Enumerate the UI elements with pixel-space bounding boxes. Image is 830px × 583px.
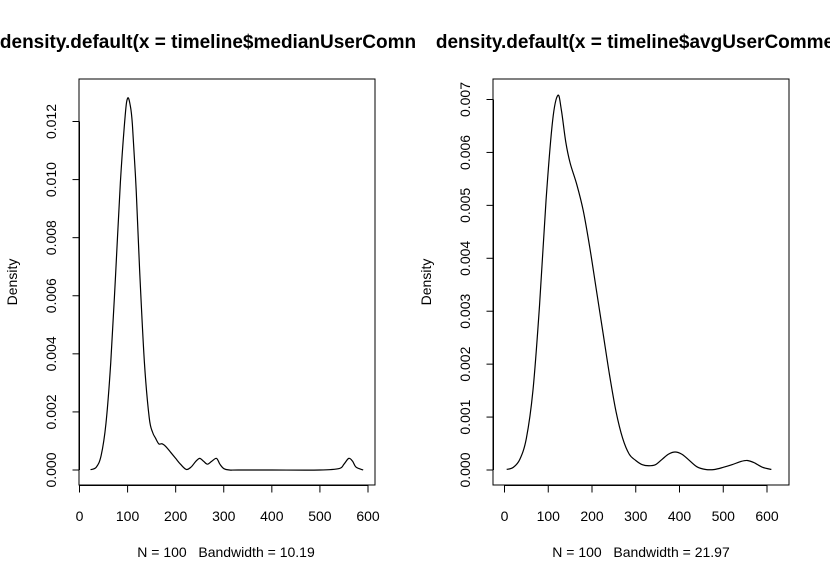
left-y-tick-label: 0.012 [43,104,59,139]
left-x-axis: 0 100 200 300 400 500 600 [76,485,380,524]
right-y-tick-label: 0.000 [457,452,473,487]
left-x-tick-label: 0 [76,508,84,524]
right-y-tick-label: 0.006 [457,135,473,170]
right-y-tick-label: 0.001 [457,399,473,434]
right-x-tick-label: 400 [668,508,692,524]
left-density-line [90,97,364,471]
right-y-tick-label: 0.005 [457,188,473,223]
right-x-axis-label: N = 100 Bandwidth = 21.97 [552,544,730,560]
left-y-tick-label: 0.006 [43,278,59,313]
left-y-tick-label: 0.004 [43,336,59,371]
left-y-axis-label: Density [4,259,20,306]
right-y-axis: 0.000 0.001 0.002 0.003 0.004 0.005 0.006 0.007 [457,82,494,488]
right-plot-box [492,78,790,486]
left-y-tick-label: 0.008 [43,220,59,255]
right-density-panel: density.default(x = timeline$avgUserComm… [418,32,830,560]
left-series [90,97,364,471]
left-y-tick-label: 0.000 [43,452,59,487]
right-y-tick-label: 0.007 [457,82,473,117]
left-x-tick-label: 500 [308,508,332,524]
left-x-tick-label: 400 [260,508,284,524]
left-y-axis: 0.000 0.002 0.004 0.006 0.008 0.010 0.012 [43,104,80,488]
right-x-tick-label: 300 [624,508,648,524]
right-x-tick-label: 0 [501,508,509,524]
left-plot-title: density.default(x = timeline$medianUserC… [0,32,416,53]
right-x-tick-label: 200 [580,508,604,524]
left-y-tick-label: 0.002 [43,394,59,429]
right-y-tick-label: 0.003 [457,293,473,328]
right-y-tick-label: 0.002 [457,346,473,381]
right-x-axis: 0 100 200 300 400 500 600 [501,485,779,524]
right-plot-title: density.default(x = timeline$avgUserComm… [436,32,830,53]
right-x-tick-label: 500 [712,508,736,524]
left-density-panel: density.default(x = timeline$medianUserC… [0,32,416,560]
left-x-tick-label: 100 [116,508,140,524]
left-x-tick-label: 300 [212,508,236,524]
left-y-tick-label: 0.010 [43,162,59,197]
right-x-tick-label: 600 [755,508,779,524]
left-x-tick-label: 200 [164,508,188,524]
right-y-axis-label: Density [418,259,434,306]
right-y-tick-label: 0.004 [457,241,473,276]
right-series [506,94,772,471]
right-x-tick-label: 100 [537,508,561,524]
left-x-tick-label: 600 [356,508,380,524]
right-density-line [506,94,772,471]
left-x-axis-label: N = 100 Bandwidth = 10.19 [137,544,315,560]
